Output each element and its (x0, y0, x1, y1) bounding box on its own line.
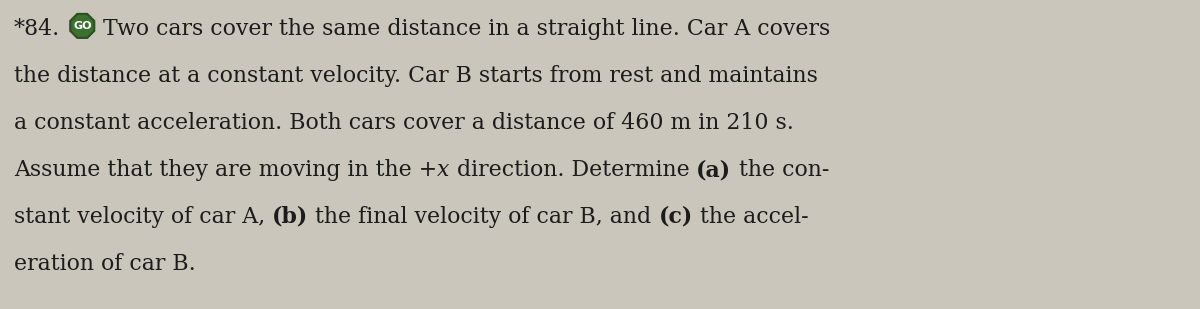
Text: *84.: *84. (14, 18, 60, 40)
Text: the con-: the con- (732, 159, 829, 181)
Text: eration of car B.: eration of car B. (14, 253, 196, 275)
Text: x: x (437, 159, 450, 181)
Text: (c): (c) (659, 206, 692, 228)
Text: a constant acceleration. Both cars cover a distance of 460 m in 210 s.: a constant acceleration. Both cars cover… (14, 112, 794, 134)
Text: Two cars cover the same distance in a straight line. Car A covers: Two cars cover the same distance in a st… (103, 18, 830, 40)
Text: the final velocity of car B, and: the final velocity of car B, and (308, 206, 659, 228)
Text: (b): (b) (272, 206, 308, 228)
Text: stant velocity of car A,: stant velocity of car A, (14, 206, 272, 228)
Text: (a): (a) (696, 159, 732, 181)
Text: GO: GO (73, 21, 91, 31)
Text: the distance at a constant velocity. Car B starts from rest and maintains: the distance at a constant velocity. Car… (14, 65, 818, 87)
Text: Assume that they are moving in the +: Assume that they are moving in the + (14, 159, 437, 181)
Text: direction. Determine: direction. Determine (450, 159, 696, 181)
Text: the accel-: the accel- (692, 206, 809, 228)
